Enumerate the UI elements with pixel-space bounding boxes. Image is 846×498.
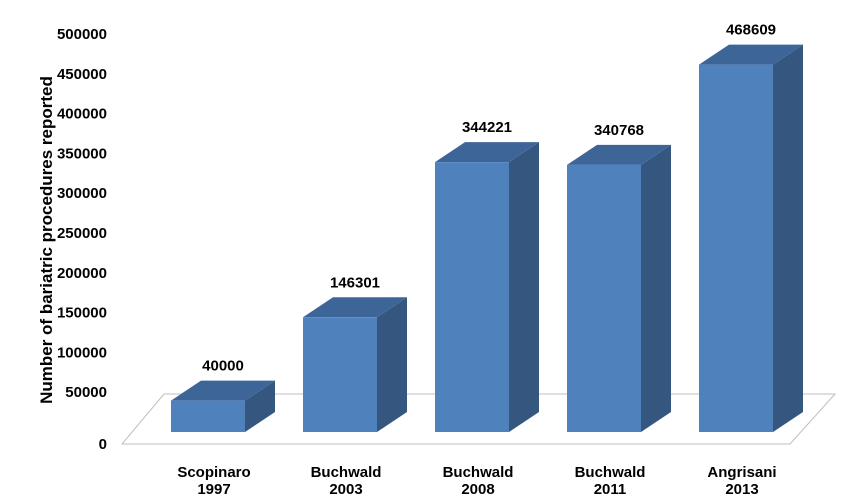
category-label-year: 2003: [329, 481, 362, 498]
data-label: 340768: [594, 122, 644, 139]
bar: [567, 144, 671, 432]
data-label: 468609: [726, 22, 776, 39]
bar-side: [245, 380, 275, 432]
y-axis-title: Number of bariatric procedures reported: [37, 76, 56, 404]
bar: [699, 44, 803, 433]
category-label-year: 2011: [594, 481, 627, 498]
category-label: Buchwald: [575, 464, 646, 481]
bar-side: [641, 144, 671, 432]
y-tick-label: 0: [99, 436, 107, 453]
y-tick-label: 150000: [57, 305, 107, 322]
y-tick-label: 500000: [57, 26, 107, 43]
y-tick-label: 200000: [57, 265, 107, 282]
bar-front: [699, 64, 773, 433]
bar: [171, 380, 275, 432]
bar-front: [435, 162, 509, 432]
bar: [303, 297, 407, 432]
y-tick-label: 250000: [57, 225, 107, 242]
bar-front: [303, 317, 377, 432]
y-tick-label: 100000: [57, 344, 107, 361]
bar-front: [171, 400, 245, 432]
bar: [435, 142, 539, 432]
y-tick-label: 50000: [65, 384, 107, 401]
y-tick-label: 400000: [57, 106, 107, 123]
bar-side: [377, 297, 407, 432]
y-tick-label: 300000: [57, 185, 107, 202]
category-label-year: 2013: [725, 481, 758, 498]
bar-top: [567, 144, 671, 165]
category-label: Scopinaro: [177, 464, 250, 481]
category-label: Angrisani: [707, 464, 776, 481]
data-label: 344221: [462, 119, 512, 136]
data-label: 146301: [330, 274, 380, 291]
bar-top: [435, 142, 539, 163]
data-label: 40000: [202, 358, 244, 375]
bar-side: [773, 44, 803, 433]
bar-top: [699, 44, 803, 65]
category-label-year: 1997: [197, 481, 230, 498]
y-tick-label: 450000: [57, 66, 107, 83]
bar-top: [171, 380, 275, 401]
bar-side: [509, 142, 539, 432]
category-label-year: 2008: [461, 481, 494, 498]
category-label: Buchwald: [443, 464, 514, 481]
y-tick-label: 350000: [57, 145, 107, 162]
bar-top: [303, 297, 407, 318]
category-label: Buchwald: [311, 464, 382, 481]
bar-front: [567, 164, 641, 432]
